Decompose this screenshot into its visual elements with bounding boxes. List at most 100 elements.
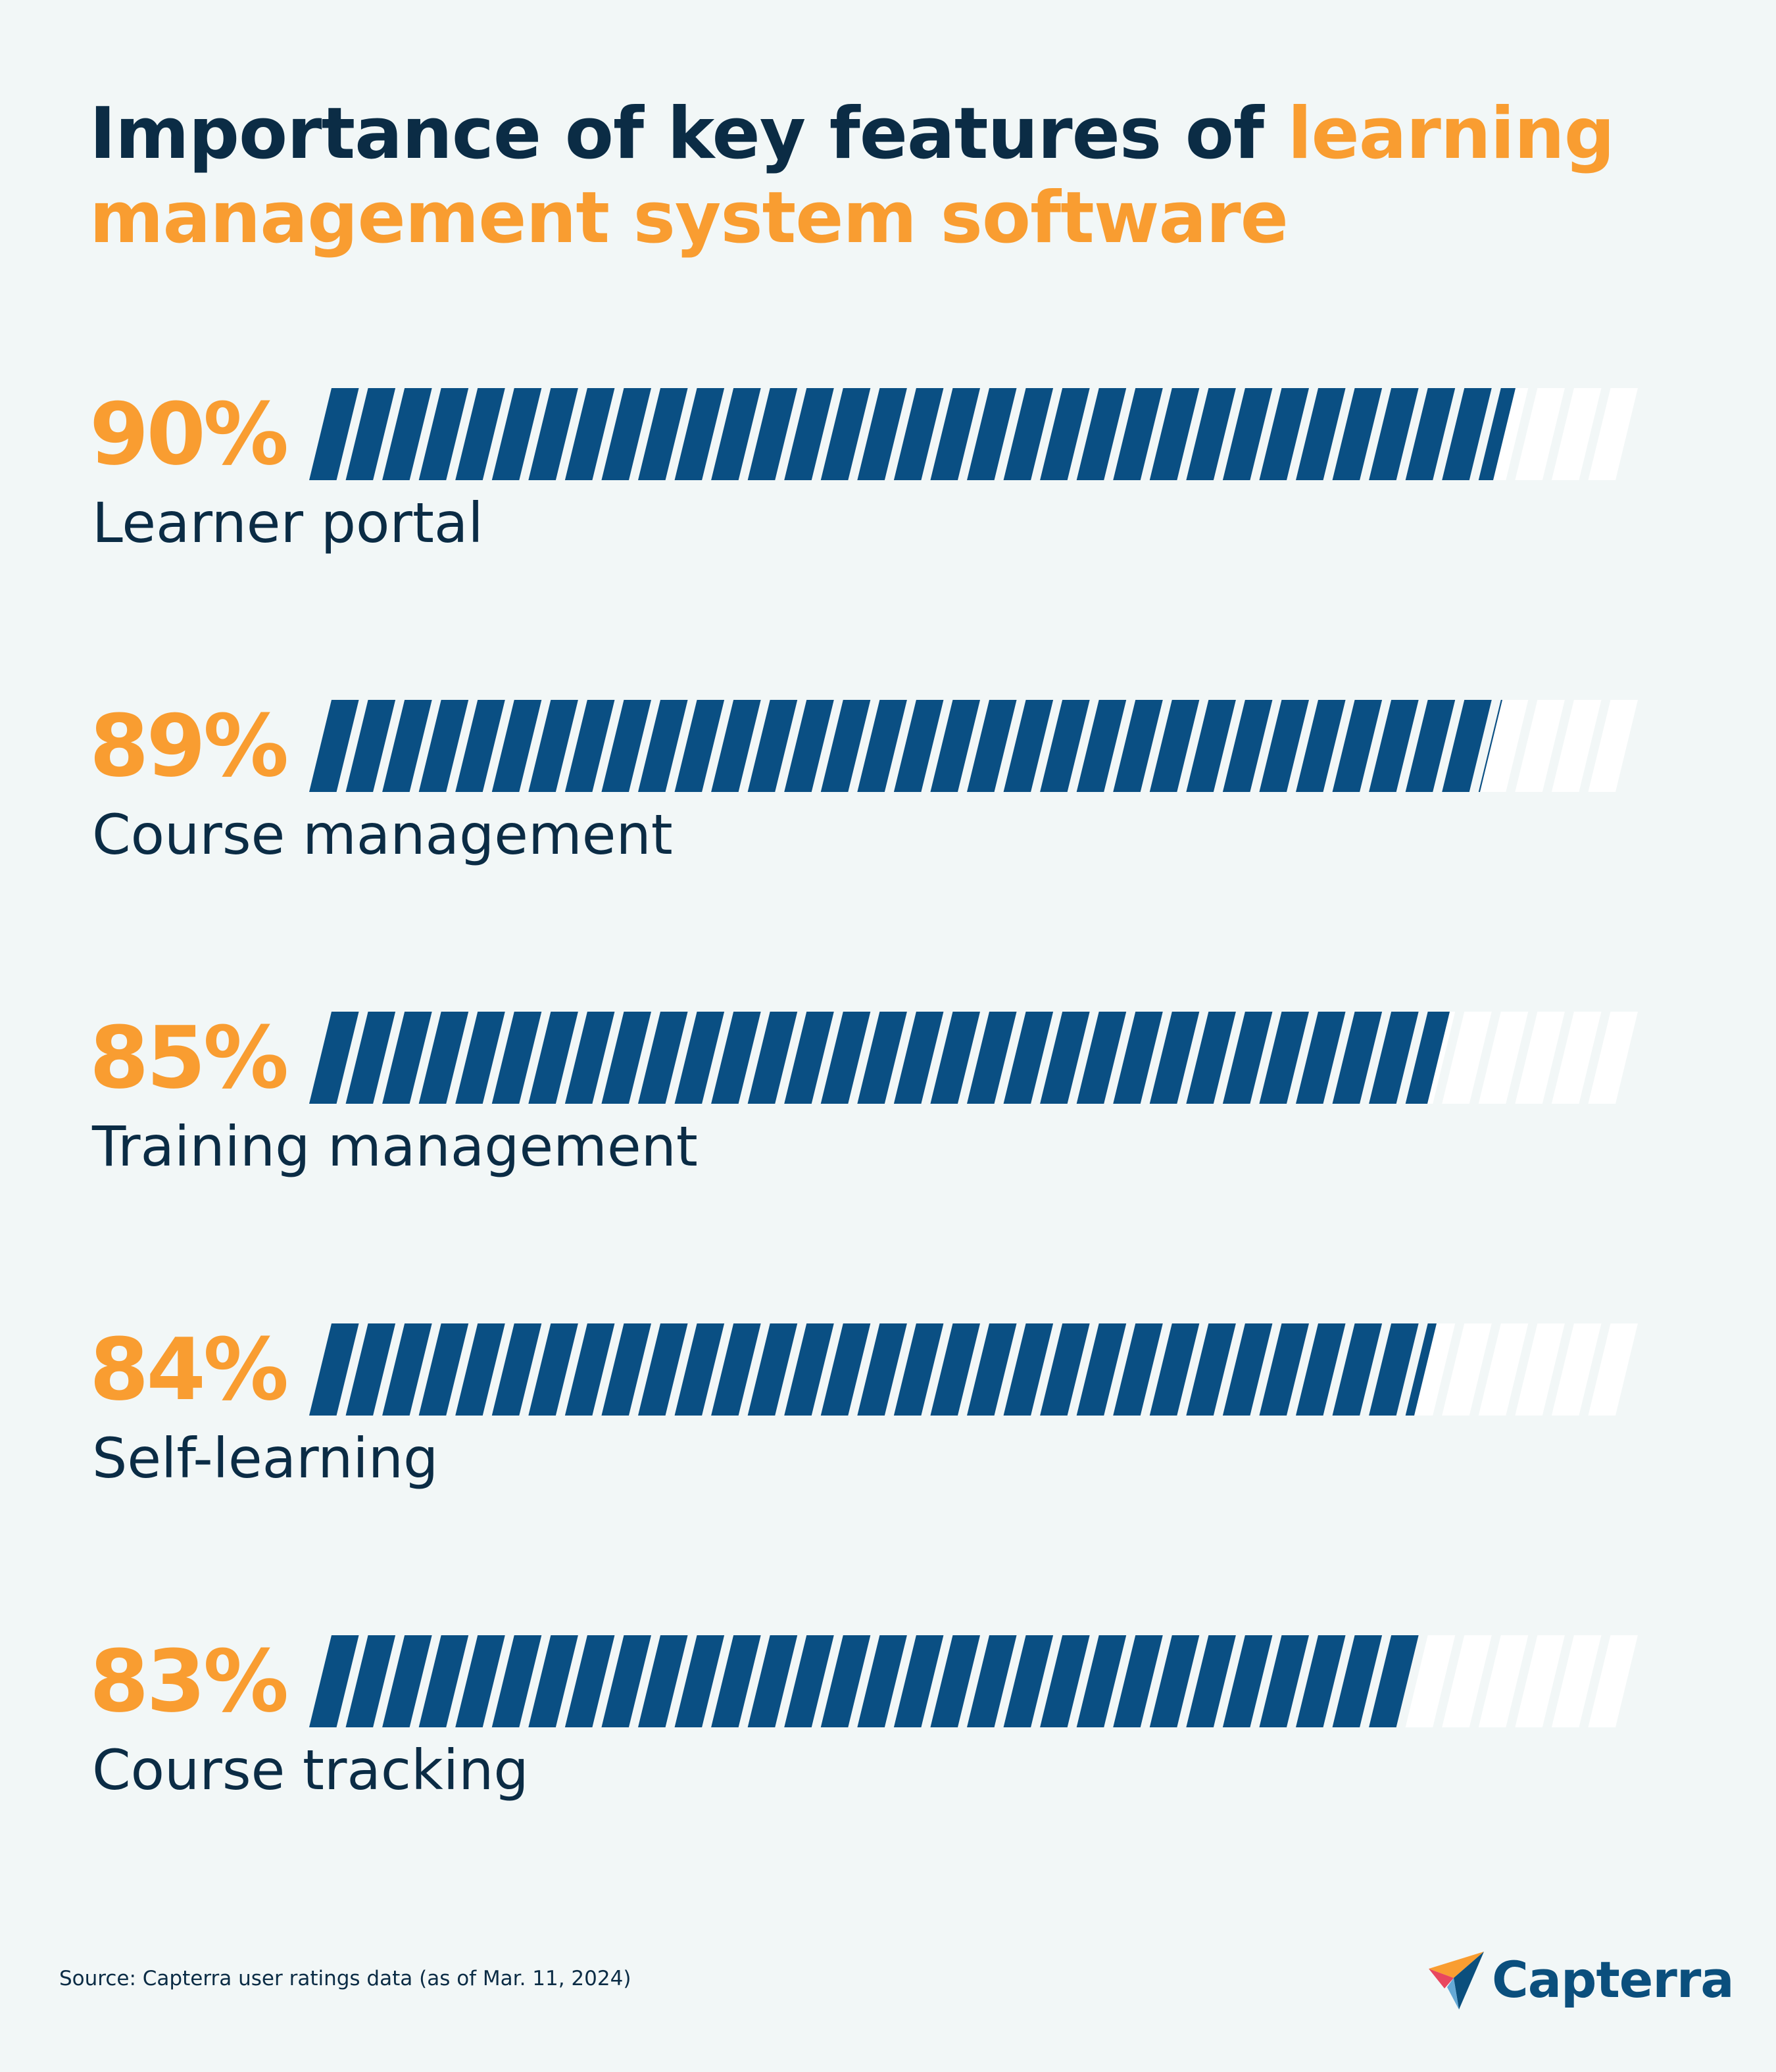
bar-segment-filled xyxy=(930,1323,980,1416)
chart-title-main: Importance of key features of xyxy=(89,93,1288,175)
bar-segment-filled xyxy=(747,1635,798,1727)
bar-segment-filled xyxy=(1478,700,1502,792)
bar-segment-filled xyxy=(1405,1323,1437,1416)
bar-segment-filled xyxy=(491,1323,542,1416)
bar-segment-filled xyxy=(1405,1012,1450,1104)
bar-segment-filled xyxy=(1113,1323,1163,1416)
bar-segment-filled xyxy=(1296,1635,1346,1727)
bar-segment-empty xyxy=(1551,700,1602,792)
bar-segment-filled xyxy=(1113,700,1163,792)
bar-segment-filled xyxy=(418,1012,469,1104)
bar-segment-empty xyxy=(1515,1012,1565,1104)
bar-segment-filled xyxy=(309,388,359,480)
bar-segment-filled xyxy=(1186,1635,1236,1727)
bar-segment-filled xyxy=(1040,388,1090,480)
bar-segment-filled xyxy=(418,700,469,792)
bar-segment-filled xyxy=(455,1012,505,1104)
bar-segment-empty xyxy=(1551,1635,1602,1727)
bar-segment-filled xyxy=(1003,388,1054,480)
bar-segment-filled xyxy=(1369,1635,1419,1727)
bar-segment-filled xyxy=(930,388,980,480)
bar-segment-empty xyxy=(1478,700,1529,792)
bar-segment-filled xyxy=(1222,700,1273,792)
category-label: Course management xyxy=(92,802,673,867)
bar-segment-filled xyxy=(1296,1012,1346,1104)
bar-segment-filled xyxy=(1259,1635,1309,1727)
value-label: 90% xyxy=(89,384,289,484)
capterra-logo-icon xyxy=(1429,1952,1484,2010)
bar-segment-filled xyxy=(601,1012,651,1104)
bar-segment-filled xyxy=(1442,700,1492,792)
bar-segment-filled xyxy=(1149,388,1200,480)
bar-segment-empty xyxy=(1478,1012,1529,1104)
bar-segment-filled xyxy=(820,1635,871,1727)
bar-segment-empty xyxy=(1442,1323,1492,1416)
bar-segment-filled xyxy=(1076,1635,1127,1727)
bar-segment-filled xyxy=(893,1012,944,1104)
bar-segment-filled xyxy=(528,388,578,480)
bar-segment-filled xyxy=(1259,700,1309,792)
bar-segment-empty xyxy=(1588,1012,1638,1104)
bar-segment-filled xyxy=(1369,1012,1419,1104)
bar-segment-filled xyxy=(820,1323,871,1416)
bar-segment-filled xyxy=(1003,1323,1054,1416)
bar-segment-filled xyxy=(1040,700,1090,792)
bar-segment-filled xyxy=(455,1323,505,1416)
bar-segment-filled xyxy=(820,1012,871,1104)
bar-segment-filled xyxy=(382,700,432,792)
bar-segment-filled xyxy=(967,1635,1017,1727)
bar-segment-filled xyxy=(747,1012,798,1104)
bar-segment-filled xyxy=(638,388,688,480)
bar-row: 83% Course tracking xyxy=(0,1635,1776,1833)
bar-segment-empty xyxy=(1515,700,1565,792)
bar-segment-filled xyxy=(1186,1323,1236,1416)
bar-segment-filled xyxy=(711,388,761,480)
bar-segment-filled xyxy=(893,1323,944,1416)
bar-segment-filled xyxy=(930,1635,980,1727)
bar-segment-filled xyxy=(784,1635,834,1727)
bar-segment-filled xyxy=(967,1323,1017,1416)
bar-segment-filled xyxy=(638,1012,688,1104)
bar-segment-filled xyxy=(967,700,1017,792)
bar-segment-filled xyxy=(1296,700,1346,792)
bar-segment-filled xyxy=(345,700,396,792)
bar-segment-filled xyxy=(967,1012,1017,1104)
bar-segment-filled xyxy=(1478,388,1516,480)
category-label: Self-learning xyxy=(92,1426,439,1491)
bar-segment-filled xyxy=(601,700,651,792)
bar-segment-empty xyxy=(1551,388,1602,480)
bar-segment-filled xyxy=(1149,700,1200,792)
bar-segment-filled xyxy=(455,700,505,792)
bar-segment-filled xyxy=(1296,1323,1346,1416)
bar-segment-filled xyxy=(967,388,1017,480)
bar-segment-filled xyxy=(1186,700,1236,792)
bar-row: 89% Course management xyxy=(0,700,1776,897)
value-label: 89% xyxy=(89,696,289,796)
value-label: 83% xyxy=(89,1631,289,1731)
source-note: Source: Capterra user ratings data (as o… xyxy=(59,1967,631,1990)
bar-segment-filled xyxy=(491,1635,542,1727)
bar-row: 85% Training management xyxy=(0,1012,1776,1209)
bar-row: 90% Learner portal xyxy=(0,388,1776,585)
bar-segment-filled xyxy=(1332,388,1383,480)
bar-segment-filled xyxy=(674,388,725,480)
bar-segment-empty xyxy=(1515,1635,1565,1727)
bar-segment-filled xyxy=(1369,700,1419,792)
bar-segment-filled xyxy=(1113,388,1163,480)
bar-segment-filled xyxy=(1113,1635,1163,1727)
bar-segment-filled xyxy=(893,700,944,792)
bar-track xyxy=(309,1635,1638,1727)
bar-segment-filled xyxy=(1040,1323,1090,1416)
bar-segment-filled xyxy=(674,1012,725,1104)
bar-segment-filled xyxy=(1222,1323,1273,1416)
bar-segment-filled xyxy=(1076,1323,1127,1416)
value-label: 85% xyxy=(89,1008,289,1108)
bar-segment-empty xyxy=(1588,1635,1638,1727)
bar-track xyxy=(309,700,1638,792)
bar-segment-filled xyxy=(820,388,871,480)
bar-segment-filled xyxy=(564,700,615,792)
bar-segment-filled xyxy=(1222,1012,1273,1104)
bar-segment-filled xyxy=(857,388,907,480)
bar-segment-filled xyxy=(418,1323,469,1416)
bar-segment-filled xyxy=(857,1323,907,1416)
